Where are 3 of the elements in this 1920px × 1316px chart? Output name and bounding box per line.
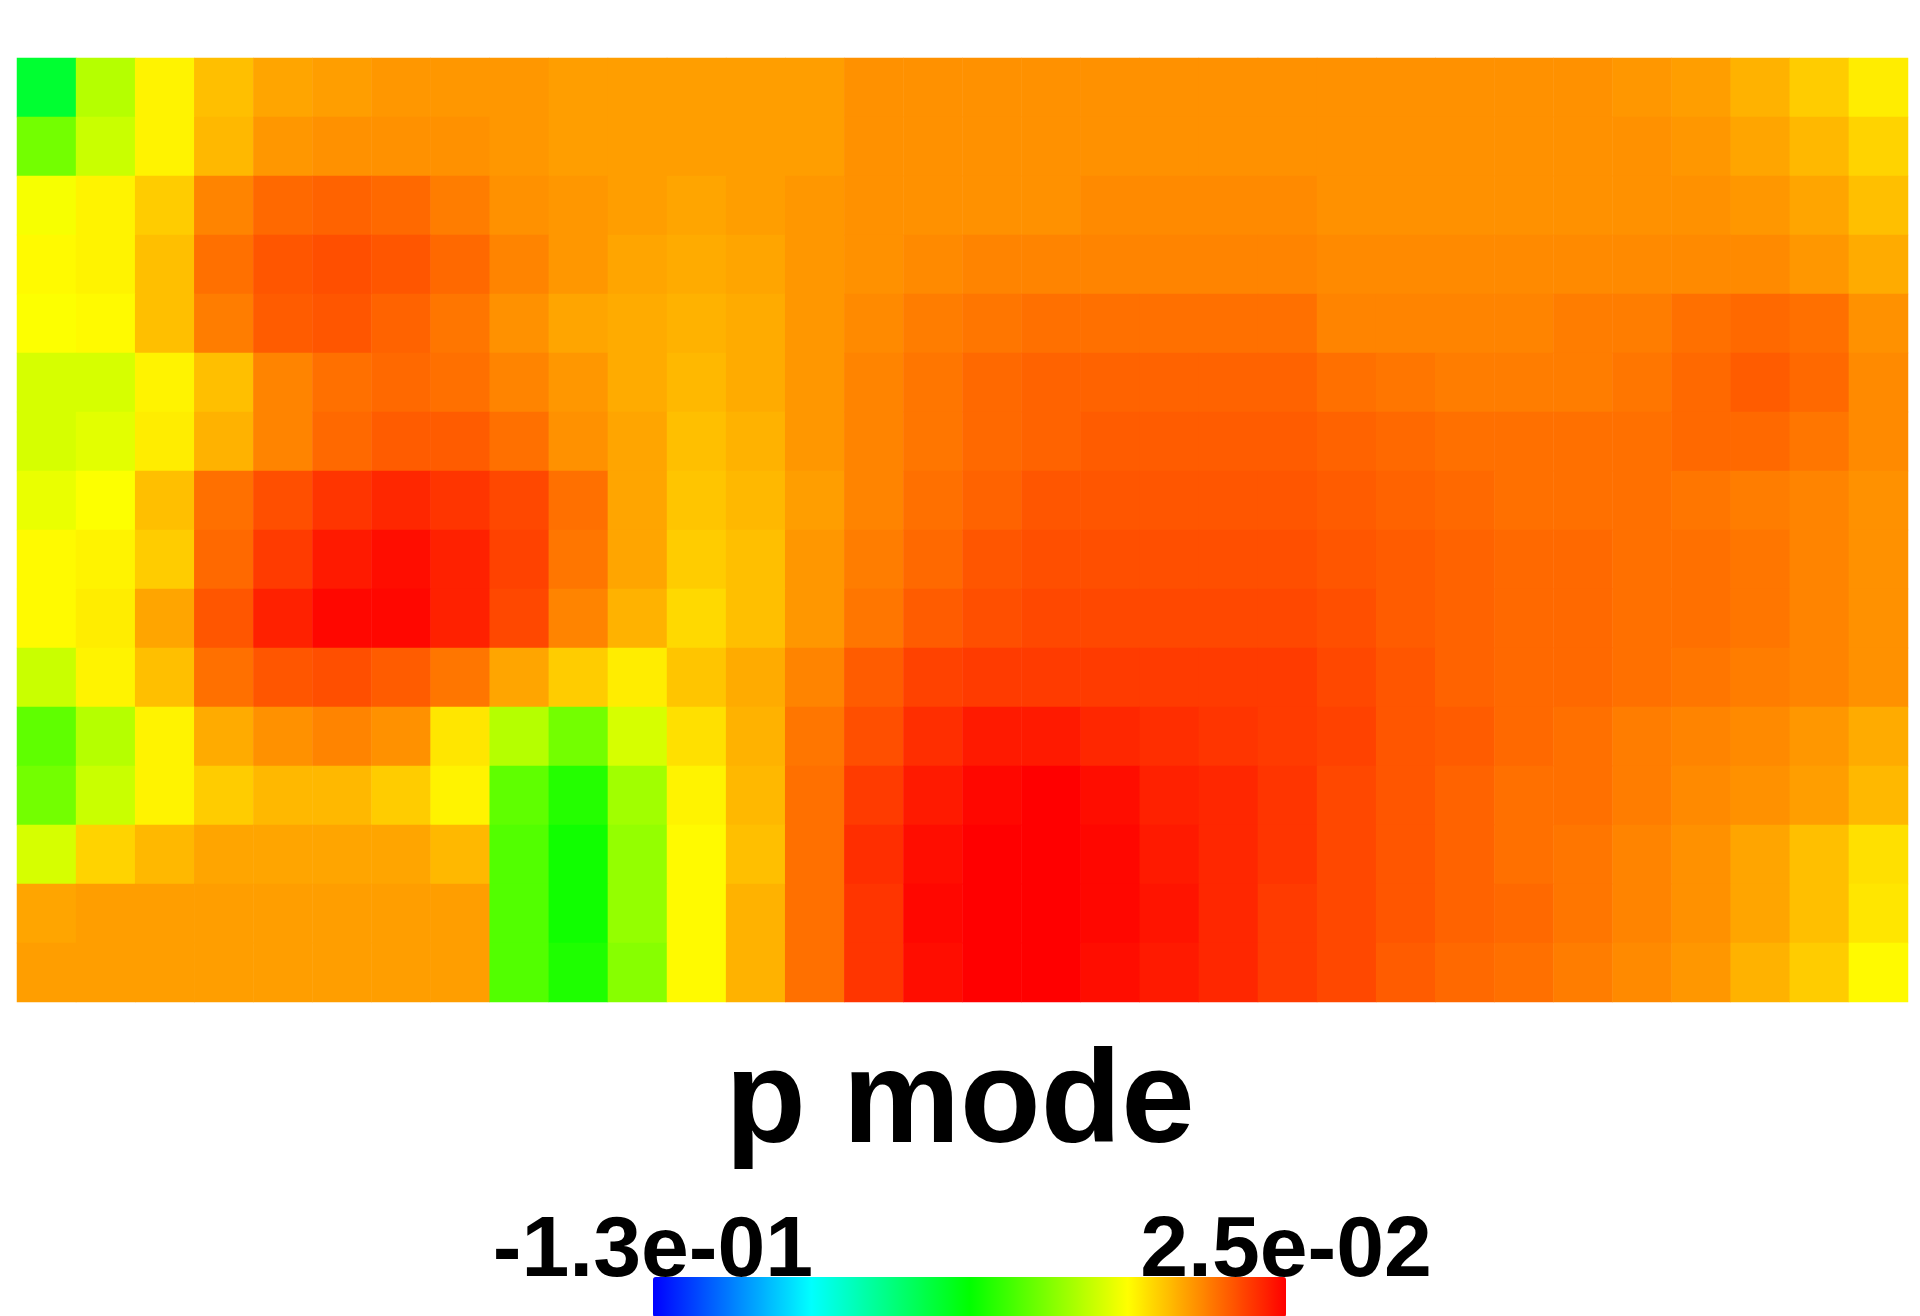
color-bar-title: p mode	[725, 1022, 1195, 1170]
color-bar-label: -1.3e-01	[492, 1198, 814, 1294]
color-bar-label: 2.5e-02	[1140, 1198, 1432, 1294]
